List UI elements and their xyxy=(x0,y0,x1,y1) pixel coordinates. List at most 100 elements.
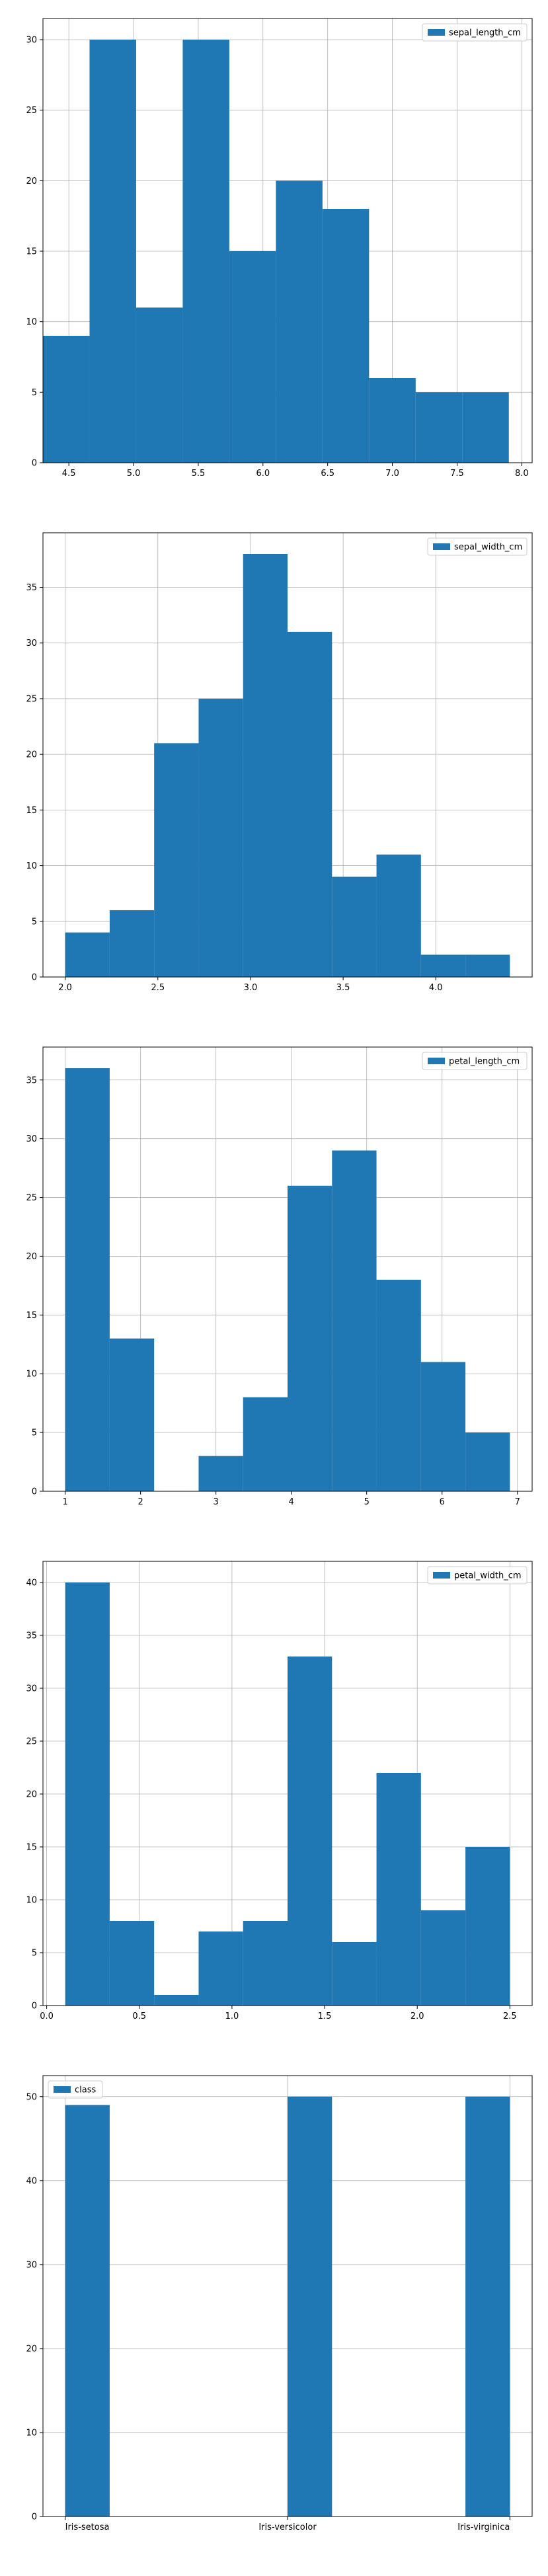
y-tick-label: 20 xyxy=(26,1790,37,1800)
histogram-bar xyxy=(182,40,229,463)
y-tick-label: 35 xyxy=(26,1631,37,1641)
histogram-bar xyxy=(332,1150,377,1491)
y-tick-label: 15 xyxy=(26,1843,37,1853)
x-tick-label: 4 xyxy=(289,1497,294,1507)
histogram-chart: 4.5 5.0 5.5 6.0 6.5 7.0 7.5 8.0 0 5 10 15 20 25 30 sepa… xyxy=(26,18,533,479)
histogram-bar xyxy=(376,854,421,977)
bars xyxy=(65,2096,510,2517)
histogram-bar xyxy=(136,307,183,463)
histogram-bar xyxy=(465,1432,510,1491)
histogram-bar xyxy=(376,1280,421,1491)
histogram-bar xyxy=(243,1921,288,2006)
legend-box xyxy=(427,1566,528,1584)
legend-label: petal_length_cm xyxy=(449,1057,520,1067)
y-tick-label: 0 xyxy=(32,973,37,983)
histogram-bar xyxy=(65,1582,110,2006)
y-tick-label: 30 xyxy=(26,1684,37,1694)
y-tick-label: 20 xyxy=(26,750,37,760)
x-tick-label: 5.5 xyxy=(192,469,206,479)
y-tick-label: 25 xyxy=(26,1193,37,1203)
histogram-bar xyxy=(154,743,199,977)
x-tick-label: 1.0 xyxy=(225,2011,239,2021)
histogram-bar xyxy=(322,209,370,463)
y-tick-label: 35 xyxy=(26,583,37,593)
x-tick-label: 2.5 xyxy=(503,2011,517,2021)
legend: petal_width_cm xyxy=(427,1566,528,1584)
histogram-bar xyxy=(65,1068,110,1491)
x-tick-label: Iris-versicolor xyxy=(258,2522,317,2532)
x-tick-label: 2 xyxy=(138,1497,143,1507)
histogram-panel-class: Iris-setosa Iris-versicolor Iris-virginica… xyxy=(0,2057,548,2573)
legend-swatch xyxy=(428,29,445,36)
histogram-bar xyxy=(288,1185,333,1491)
histogram-bar xyxy=(415,392,463,463)
x-tick-label: 6.5 xyxy=(321,469,334,479)
y-tick-label: 40 xyxy=(26,2176,37,2186)
y-tick-label: 30 xyxy=(26,36,37,46)
axes-frame xyxy=(42,1046,533,1492)
y-tick-label: 20 xyxy=(26,2344,37,2354)
bars xyxy=(65,554,510,977)
y-tick-label: 15 xyxy=(26,1311,37,1321)
y-tick-label: 5 xyxy=(32,1949,37,1959)
legend-box xyxy=(48,2080,103,2099)
x-tick-label: Iris-setosa xyxy=(65,2522,110,2532)
histogram-panel-petal-width: 0.0 0.5 1.0 1.5 2.0 2.5 0 5 10 15 20 25 30 35 40 petal_… xyxy=(0,1543,548,2057)
histogram-bar xyxy=(198,1456,243,1491)
histogram-chart: 1 2 3 4 5 6 7 0 5 10 15 20 25 30 35 petal_length_cm xyxy=(26,1046,533,1507)
y-tick-label: 10 xyxy=(26,1370,37,1380)
x-tick-label: 2.5 xyxy=(151,983,165,993)
histogram-bar xyxy=(369,378,416,463)
histogram-panel-petal-length: 1 2 3 4 5 6 7 0 5 10 15 20 25 30 35 petal_length_cm xyxy=(0,1029,548,1543)
y-tick-label: 20 xyxy=(26,176,37,186)
histogram-bar xyxy=(465,2096,510,2517)
histogram-bar xyxy=(420,955,466,977)
histogram-bar xyxy=(109,1921,155,2006)
legend-box xyxy=(427,537,528,556)
y-tick-label: 15 xyxy=(26,806,37,816)
histogram-bar xyxy=(109,910,155,977)
y-tick-label: 30 xyxy=(26,2260,37,2270)
y-tick-label: 35 xyxy=(26,1075,37,1085)
histogram-panel-sepal-length: 4.5 5.0 5.5 6.0 6.5 7.0 7.5 8.0 0 5 10 15 20 25 30 sepa… xyxy=(0,0,548,514)
histogram-bar xyxy=(288,631,333,977)
x-tick-label: 6 xyxy=(440,1497,445,1507)
histogram-bar xyxy=(109,1338,155,1491)
axes-frame xyxy=(42,18,533,463)
bars xyxy=(65,1068,510,1491)
x-tick-label: 0.0 xyxy=(40,2011,54,2021)
x-tick-label: 2.0 xyxy=(58,983,72,993)
legend-label: sepal_width_cm xyxy=(454,543,522,553)
x-tick-label: 3 xyxy=(214,1497,219,1507)
histogram-bar xyxy=(198,698,243,977)
bars xyxy=(43,40,509,463)
x-tick-label: 4.5 xyxy=(62,469,76,479)
histogram-bar xyxy=(376,1773,421,2006)
histogram-bar xyxy=(332,1942,377,2006)
legend: sepal_width_cm xyxy=(427,537,528,556)
histogram-bar xyxy=(243,1397,288,1491)
x-tick-label: 7 xyxy=(515,1497,520,1507)
y-tick-label: 0 xyxy=(32,2513,37,2522)
legend: sepal_length_cm xyxy=(422,23,528,42)
y-tick-label: 10 xyxy=(26,861,37,871)
legend: class xyxy=(48,2080,103,2099)
legend: petal_length_cm xyxy=(422,1052,528,1070)
histogram-bar xyxy=(243,554,288,977)
axes-frame xyxy=(42,532,533,978)
y-tick-label: 20 xyxy=(26,1252,37,1262)
x-tick-label: Iris-virginica xyxy=(457,2522,510,2532)
x-tick-label: 8.0 xyxy=(515,469,529,479)
y-tick-label: 10 xyxy=(26,1896,37,1906)
bars xyxy=(65,1582,510,2006)
histogram-bar xyxy=(288,2096,333,2517)
y-tick-label: 30 xyxy=(26,639,37,648)
x-tick-label: 3.5 xyxy=(336,983,350,993)
histogram-panel-sepal-width: 2.0 2.5 3.0 3.5 4.0 0 5 10 15 20 25 30 35 sepal_width… xyxy=(0,514,548,1029)
x-tick-label: 7.5 xyxy=(450,469,464,479)
y-tick-label: 25 xyxy=(26,694,37,704)
y-tick-label: 15 xyxy=(26,247,37,257)
legend-swatch xyxy=(433,543,450,550)
histogram-bar xyxy=(420,1910,466,2006)
legend-box xyxy=(422,23,528,42)
